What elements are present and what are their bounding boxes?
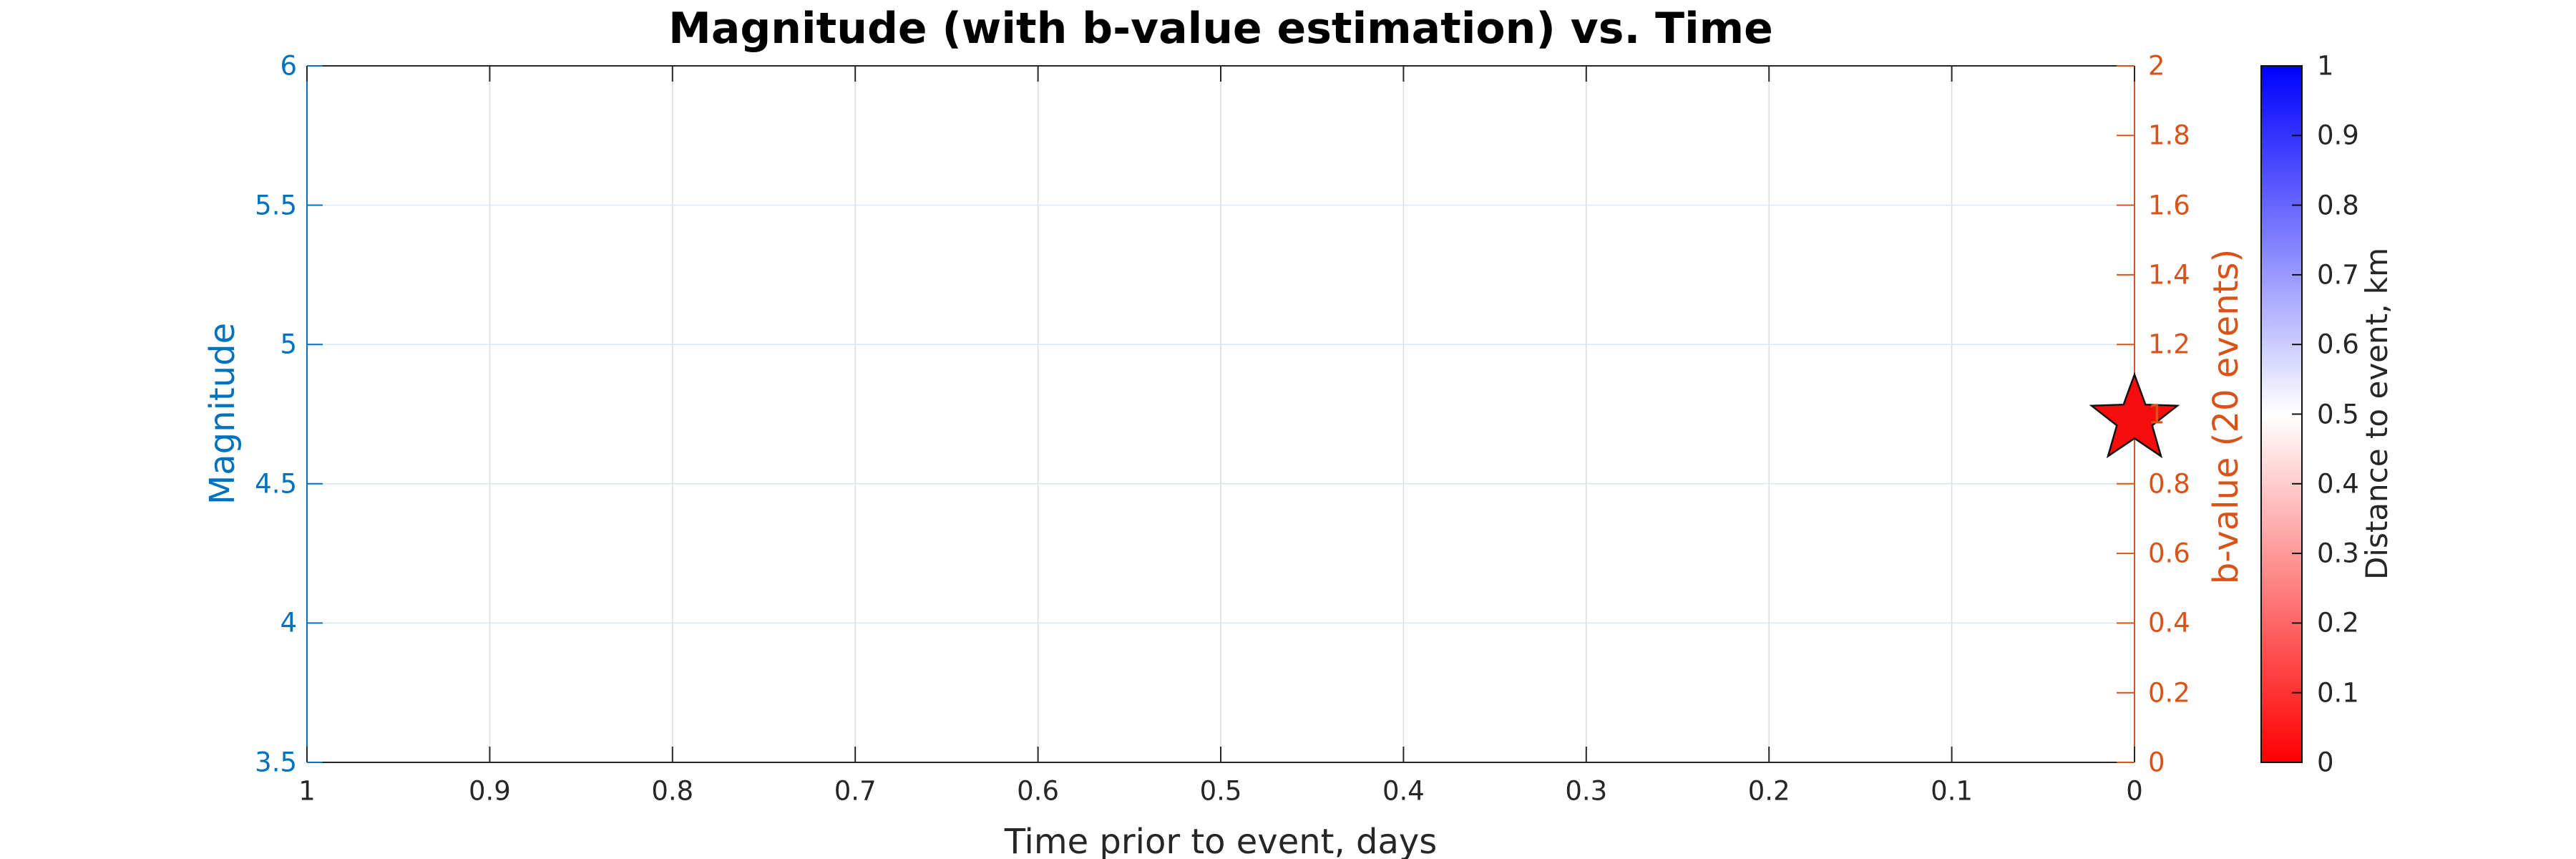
- x-tick-label: 0: [2126, 775, 2143, 807]
- right-y-tick-label: 1.8: [2148, 120, 2190, 151]
- x-tick-label: 0.5: [1199, 775, 1242, 807]
- x-tick-label: 0.8: [651, 775, 694, 807]
- x-tick-label: 0.3: [1565, 775, 1608, 807]
- colorbar-tick-label: 0.4: [2317, 468, 2359, 500]
- right-y-axis-label: b-value (20 events): [2206, 248, 2246, 585]
- right-y-tick-label: 0.2: [2148, 677, 2190, 709]
- x-tick-label: 0.7: [834, 775, 877, 807]
- right-y-tick-label: 1: [2148, 399, 2165, 430]
- colorbar-tick-label: 0: [2317, 747, 2334, 778]
- x-axis-label: Time prior to event, days: [1004, 822, 1438, 859]
- mainshock-star-marker: [2089, 372, 2180, 459]
- left-y-tick-label: 5: [280, 329, 297, 360]
- left-y-tick-label: 4: [280, 607, 297, 639]
- colorbar-tick-label: 0.8: [2317, 190, 2359, 221]
- x-tick-label: 0.1: [1931, 775, 1974, 807]
- right-y-tick-label: 1.4: [2148, 259, 2190, 291]
- right-y-tick-label: 0.8: [2148, 468, 2190, 500]
- grid-lines: [307, 66, 2135, 762]
- chart-title: Magnitude (with b-value estimation) vs. …: [668, 4, 1773, 54]
- right-y-tick-label: 1.2: [2148, 329, 2190, 360]
- colorbar-tick-label: 0.2: [2317, 607, 2359, 639]
- left-y-tick-label: 3.5: [255, 747, 297, 778]
- right-y-tick-label: 0.4: [2148, 607, 2190, 639]
- right-y-tick-label: 1.6: [2148, 190, 2190, 221]
- colorbar: [2260, 65, 2303, 763]
- colorbar-tick-label: 0.5: [2317, 399, 2359, 430]
- colorbar-tick-label: 0.1: [2317, 677, 2359, 709]
- left-y-tick-label: 5.5: [255, 190, 297, 221]
- right-y-tick-label: 0.6: [2148, 538, 2190, 569]
- x-tick-label: 0.9: [468, 775, 511, 807]
- colorbar-tick-label: 1: [2317, 50, 2334, 82]
- x-tick-label: 1: [298, 775, 316, 807]
- left-y-tick-label: 4.5: [255, 468, 297, 500]
- x-tick-label: 0.6: [1017, 775, 1060, 807]
- colorbar-label: Distance to event, km: [2359, 247, 2394, 581]
- colorbar-tick-label: 0.7: [2317, 259, 2359, 291]
- colorbar-tick-label: 0.6: [2317, 329, 2359, 360]
- mainshock-star: [2089, 372, 2180, 459]
- left-y-tick-label: 6: [280, 50, 297, 82]
- colorbar-tick-label: 0.3: [2317, 538, 2359, 569]
- left-y-axis-label: Magnitude: [203, 322, 243, 505]
- x-tick-label: 0.2: [1747, 775, 1790, 807]
- colorbar-tick-label: 0.9: [2317, 120, 2359, 151]
- right-y-tick-label: 2: [2148, 50, 2165, 82]
- right-y-tick-label: 0: [2148, 747, 2165, 778]
- x-tick-label: 0.4: [1382, 775, 1425, 807]
